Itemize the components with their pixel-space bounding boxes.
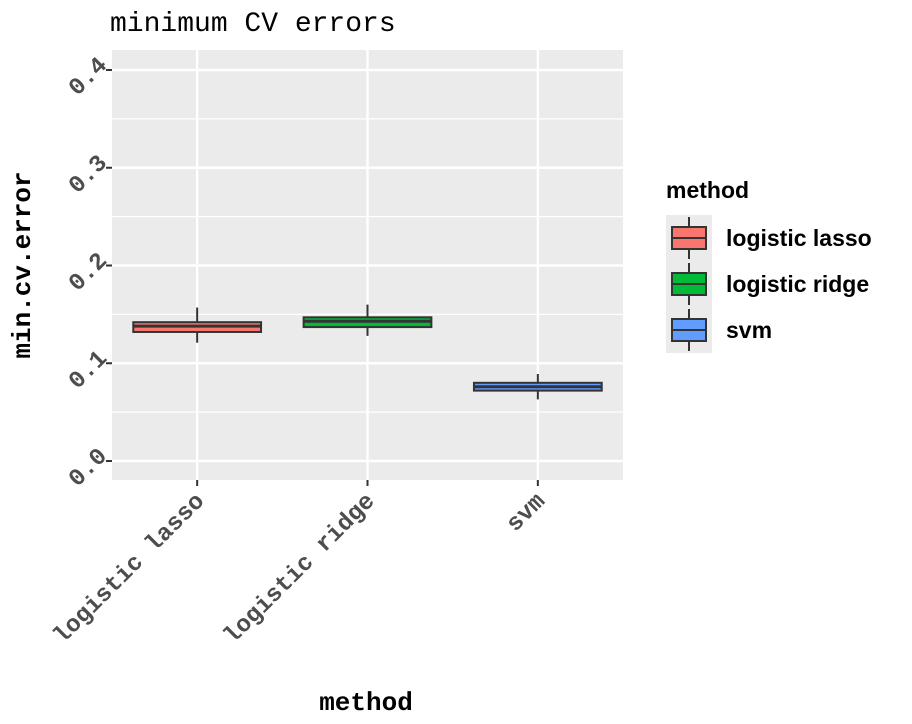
grid-lines [112, 50, 623, 480]
legend: logistic lasso logistic ridge svm [666, 215, 872, 353]
box-svm [472, 374, 603, 400]
x-tick-label: logistic ridge [219, 489, 381, 651]
x-tick-label: svm [502, 489, 552, 539]
box-series [132, 304, 603, 400]
legend-item-logistic-ridge: logistic ridge [666, 261, 869, 307]
x-axis-title: method [319, 688, 413, 718]
y-axis-ticks: 0.0 0.1 0.2 0.3 0.4 [64, 53, 114, 494]
legend-item-logistic-lasso: logistic lasso [666, 215, 872, 261]
y-tick-label: 0.4 [64, 53, 114, 103]
y-tick-label: 0.2 [64, 248, 114, 298]
legend-title: method [666, 177, 749, 203]
box-logistic-lasso [132, 307, 263, 343]
y-axis-title: min.cv.error [8, 171, 38, 358]
x-axis-ticks: logistic lasso logistic ridge svm [49, 480, 551, 650]
y-tick-label: 0.0 [64, 444, 114, 494]
legend-label: svm [726, 317, 772, 343]
x-tick-label: logistic lasso [49, 489, 211, 651]
y-tick-label: 0.1 [64, 346, 114, 396]
legend-label: logistic ridge [726, 271, 869, 297]
y-tick-label: 0.3 [64, 150, 114, 200]
box-logistic-ridge [302, 304, 433, 336]
legend-item-svm: svm [666, 307, 772, 353]
chart-title: minimum CV errors [110, 9, 396, 40]
legend-label: logistic lasso [726, 225, 872, 251]
